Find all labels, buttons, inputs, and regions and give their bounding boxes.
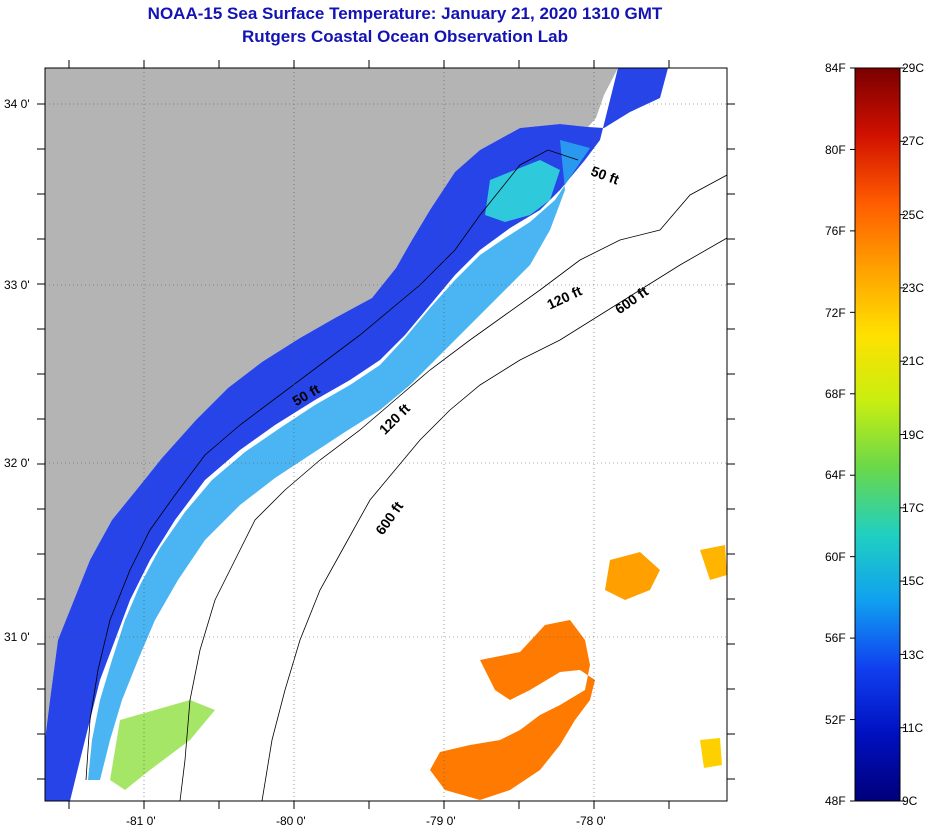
colorbar-c-label: 15C — [902, 574, 925, 588]
colorbar-c-label: 11C — [902, 721, 924, 735]
colorbar-f-label: 68F — [825, 387, 846, 401]
colorbar-f-label: 48F — [825, 794, 846, 808]
map-title: NOAA-15 Sea Surface Temperature: January… — [147, 4, 663, 23]
map-frame — [44, 67, 728, 802]
contour-600ft — [261, 237, 727, 801]
colorbar-c-label: 21C — [902, 354, 925, 368]
colorbar-f-label: 60F — [825, 550, 846, 564]
lon-label-80: -80 0' — [276, 814, 306, 828]
lon-label-78: -78 0' — [576, 814, 606, 828]
colorbar-c-label: 25C — [902, 208, 925, 222]
sst-midshelf-band — [88, 140, 590, 780]
colorbar-f-label: 64F — [825, 468, 846, 482]
colorbar-c-label: 9C — [902, 794, 918, 808]
map-subtitle: Rutgers Coastal Ocean Observation Lab — [242, 27, 568, 46]
axis-ticks — [37, 60, 735, 809]
sst-warm-patch-1 — [430, 620, 595, 800]
colorbar-c-label: 13C — [902, 648, 925, 662]
sst-cyan-patch — [485, 160, 560, 222]
sst-warm-patch-2 — [605, 552, 660, 600]
colorbar-f-label: 84F — [825, 61, 846, 75]
colorbar-ticks — [850, 67, 905, 802]
colorbar-f-label: 56F — [825, 631, 846, 645]
lat-label-33: 33 0' — [4, 278, 30, 292]
contour-120ft — [179, 174, 727, 801]
sst-green-patch — [110, 700, 215, 790]
sst-warm-patch-3 — [700, 545, 727, 580]
sst-warm-patch-4 — [700, 738, 722, 768]
colorbar-c-label: 27C — [902, 134, 925, 148]
graticule — [45, 68, 727, 801]
lon-label-79: -79 0' — [426, 814, 456, 828]
colorbar-c-label: 29C — [902, 61, 925, 75]
colorbar-c-label: 17C — [902, 501, 925, 515]
lat-label-32: 32 0' — [4, 456, 30, 470]
colorbar-f-label: 80F — [825, 143, 846, 157]
colorbar-c-label: 23C — [902, 281, 925, 295]
colorbar-c-label: 19C — [902, 428, 925, 442]
lat-label-34: 34 0' — [4, 97, 30, 111]
lat-label-31: 31 0' — [4, 630, 30, 644]
colorbar-f-label: 76F — [825, 224, 846, 238]
lon-label-81: -81 0' — [126, 814, 156, 828]
land-mass — [45, 68, 618, 740]
colorbar-f-label: 72F — [825, 306, 846, 320]
colorbar — [854, 67, 901, 802]
colorbar-f-label: 52F — [825, 713, 846, 727]
contour-50ft — [85, 149, 579, 781]
